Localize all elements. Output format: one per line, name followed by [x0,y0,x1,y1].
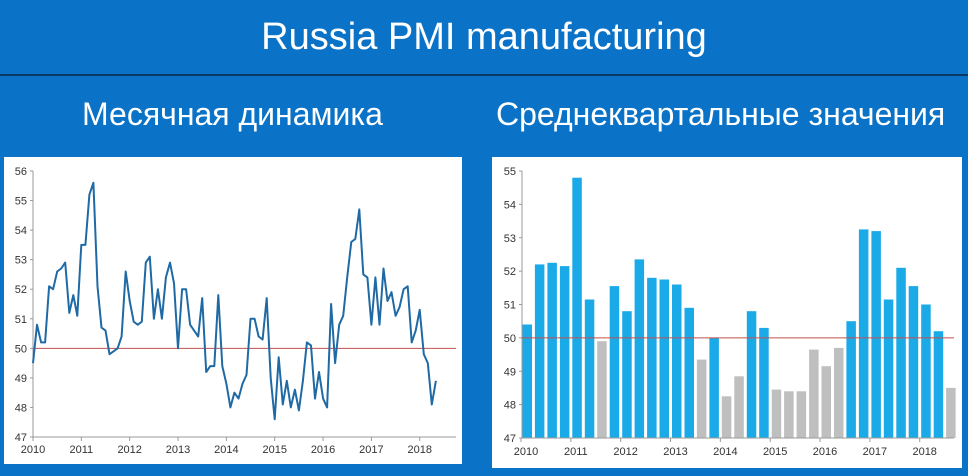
x-tick-label: 2017 [863,446,887,458]
x-tick-label: 2011 [564,446,588,458]
y-tick-label: 48 [504,400,516,412]
bar [547,262,557,438]
x-tick-label: 2017 [359,444,383,456]
bar [933,331,944,438]
bar [534,264,545,438]
bar [821,366,831,438]
bar [647,277,657,438]
y-tick-label: 54 [504,199,516,211]
bar [709,337,719,438]
bar [796,391,807,438]
bar [684,307,694,438]
x-tick-label: 2014 [713,446,737,458]
bar [809,349,819,438]
bar [759,327,769,438]
x-tick-label: 2018 [912,446,936,458]
x-tick-label: 2013 [166,444,190,456]
bar [834,347,844,438]
y-tick-label: 52 [504,266,516,278]
bar [784,391,794,438]
y-tick-label: 53 [15,255,27,267]
y-tick-label: 49 [15,373,27,385]
x-tick-label: 2012 [117,444,141,456]
bar [771,389,782,438]
bar [634,259,645,438]
y-tick-label: 55 [15,196,27,208]
bar [572,177,582,438]
y-tick-label: 49 [504,366,516,378]
y-tick-label: 47 [15,432,27,444]
bar [846,321,856,438]
x-tick-label: 2018 [408,444,432,456]
bar [672,284,682,438]
bar [921,304,931,438]
y-tick-label: 56 [15,166,27,178]
quarterly-bar-chart: 47 48 49 50 51 52 53 54 55 2010 2011 2012 2013 2014 20… [504,166,956,458]
quarterly-chart-panel: 47 48 49 50 51 52 53 54 55 2010 2011 2012 2013 2014 20… [492,157,962,468]
y-tick-label: 47 [504,433,516,445]
bar [883,299,894,438]
x-tick-label: 2015 [262,444,286,456]
y-tick-label: 51 [15,314,27,326]
bar [734,376,744,438]
bar [659,279,669,438]
x-tick-label: 2011 [70,444,94,456]
y-tick-label: 48 [15,402,27,414]
x-tick-label: 2010 [21,444,45,456]
x-tick-label: 2016 [311,444,335,456]
y-tick-label: 52 [15,284,27,296]
x-tick-label: 2013 [663,446,687,458]
bar [609,286,620,438]
page-title: Russia PMI manufacturing [261,15,707,58]
header-title-bar: Russia PMI manufacturing [0,0,968,76]
bar [597,341,607,438]
bar [946,387,956,438]
monthly-chart-panel: 47 48 49 50 51 52 53 54 55 56 2010 2011 2012 2013 2014… [4,157,462,464]
left-chart-title: Месячная динамика [82,96,383,132]
bar [746,311,757,438]
pmi-monthly-line [32,181,437,421]
x-tick-label: 2016 [813,446,837,458]
x-tick-label: 2012 [613,446,637,458]
bar [584,299,595,438]
bar [559,266,570,438]
bar [858,229,869,438]
y-tick-label: 54 [15,225,27,237]
y-tick-label: 55 [504,166,516,178]
bar [871,231,881,438]
y-tick-label: 53 [504,233,516,245]
right-chart-title: Среднеквартальные значения [496,96,946,132]
x-tick-label: 2015 [763,446,787,458]
y-tick-label: 51 [504,300,516,312]
x-tick-label: 2014 [214,444,238,456]
bar [721,396,732,438]
bar [522,324,532,438]
x-tick-label: 2010 [514,446,538,458]
bar [622,311,632,438]
y-tick-label: 50 [504,333,516,345]
bar [908,286,919,438]
y-tick-label: 50 [15,343,27,355]
bar [696,359,707,438]
monthly-line-chart: 47 48 49 50 51 52 53 54 55 56 2010 2011 2012 2013 2014… [15,166,456,456]
bar [896,267,906,438]
